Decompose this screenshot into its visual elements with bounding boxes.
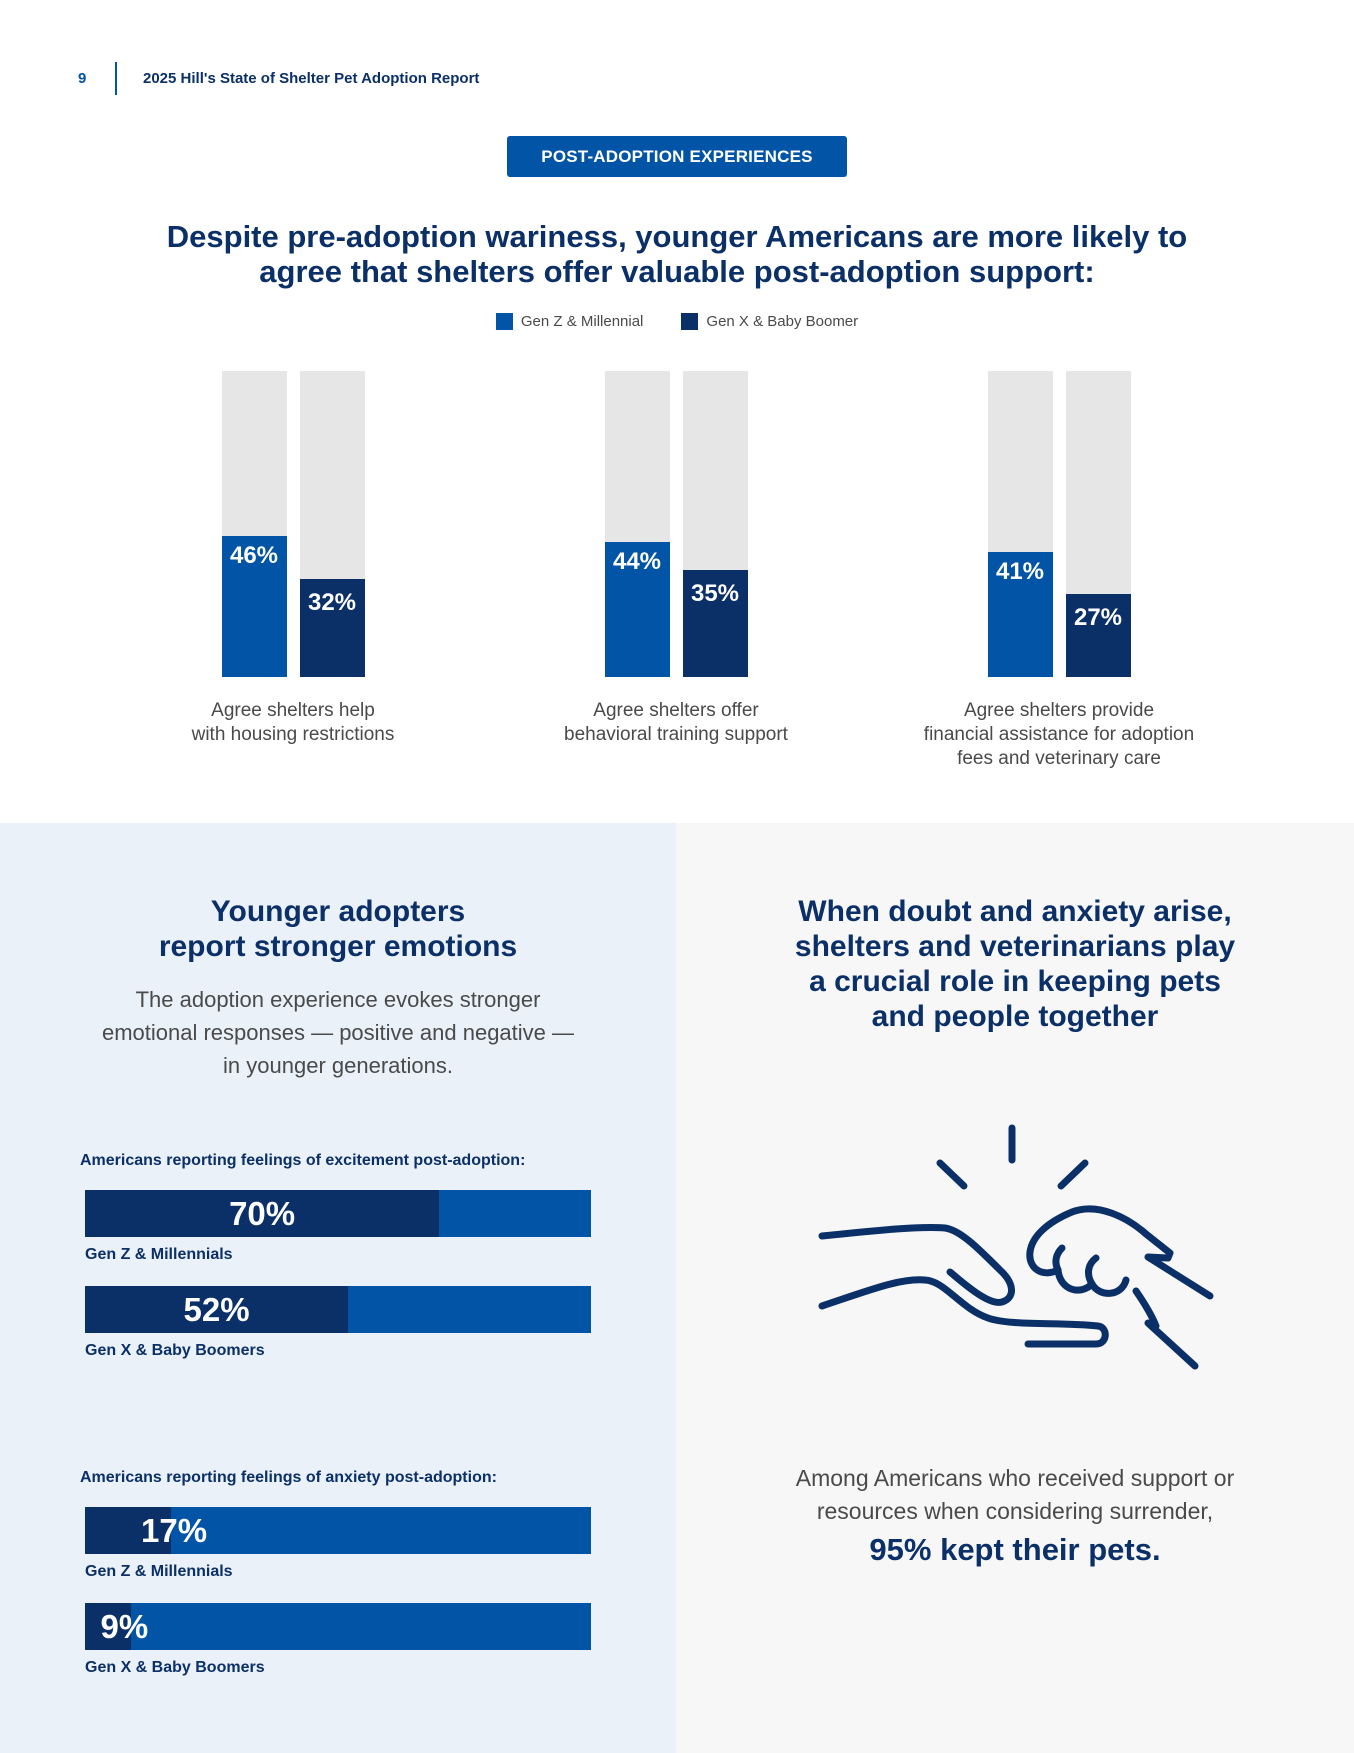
legend-label-gen-z: Gen Z & Millennial: [520, 313, 644, 330]
legend-item-gen-z: Gen Z & Millennial: [495, 313, 644, 330]
bar-track: 35%: [682, 371, 748, 677]
main-heading: Despite pre-adoption wariness, younger A…: [100, 219, 1254, 289]
anxiety-bar-value: 9%: [100, 1608, 149, 1645]
anxiety-bar-value: 17%: [141, 1512, 208, 1549]
bar-track: 46%: [221, 371, 287, 677]
left-heading-line-1: Younger adopters: [210, 895, 466, 928]
legend-swatch-gen-x: [681, 313, 699, 330]
right-heading-line-1: When doubt and anxiety arise,: [798, 895, 1232, 928]
right-panel: When doubt and anxiety arise, shelters a…: [676, 823, 1354, 1753]
category-label-line: fees and veterinary care: [957, 748, 1161, 769]
legend-swatch-gen-z: [495, 313, 513, 330]
header-divider: [115, 62, 117, 95]
bar-track: 32%: [299, 371, 365, 677]
excitement-bar-track: 70%: [85, 1190, 591, 1237]
bar-track: 44%: [604, 371, 670, 677]
bar-gen-z-1: 44%: [604, 542, 670, 677]
category-label-line: Agree shelters help: [211, 700, 375, 721]
category-label-line: Agree shelters offer: [593, 700, 759, 721]
bar-value-label: 35%: [690, 579, 740, 607]
excitement-bar-value: 52%: [183, 1291, 250, 1328]
bar-value-label: 32%: [307, 589, 357, 617]
excitement-bar-0: [85, 1190, 440, 1237]
bar-value-label: 27%: [1073, 604, 1123, 632]
anxiety-bar-caption: Gen X & Baby Boomers: [85, 1659, 265, 1676]
category-label: Agree shelters help with housing restrict…: [133, 699, 453, 747]
page-number: 9: [78, 70, 87, 87]
anxiety-bar-track: 17%: [85, 1507, 591, 1554]
excitement-bar-value: 70%: [229, 1195, 296, 1232]
hand-and-paw-icon: [818, 1124, 1214, 1370]
excitement-chart-title: Americans reporting feelings of exciteme…: [80, 1152, 526, 1169]
section-tag: POST-ADOPTION EXPERIENCES: [507, 136, 847, 177]
right-heading-line-2: shelters and veterinarians play: [794, 930, 1236, 963]
right-heading-line-4: and people together: [871, 1000, 1159, 1033]
bar-gen-z-2: 41%: [987, 551, 1053, 677]
right-heading-line-3: a crucial role in keeping pets: [809, 965, 1221, 998]
stat-text: Among Americans who received support or …: [676, 1462, 1354, 1528]
bar-track: 41%: [987, 371, 1053, 677]
anxiety-bar-1: [85, 1603, 131, 1650]
legend-label-gen-x: Gen X & Baby Boomer: [706, 313, 859, 330]
support-bar-chart: 46% 32% Agree shelters help with housing re…: [0, 371, 1354, 791]
category-label-line: behavioral training support: [564, 724, 788, 745]
anxiety-bar-caption: Gen Z & Millennials: [85, 1563, 233, 1580]
main-heading-line-1: Despite pre-adoption wariness, younger A…: [166, 219, 1188, 254]
stat-highlight: 95% kept their pets.: [869, 1532, 1161, 1567]
bar-gen-x-2: 27%: [1065, 594, 1131, 677]
bar-value-label: 41%: [995, 557, 1045, 585]
excitement-bar-track: 52%: [85, 1286, 591, 1333]
left-panel-heading: Younger adopters report stronger emotion…: [40, 894, 636, 964]
chart-legend: Gen Z & Millennial Gen X & Baby Boomer: [0, 313, 1354, 330]
bar-value-label: 46%: [229, 542, 279, 570]
main-heading-line-2: agree that shelters offer valuable post-…: [259, 254, 1095, 289]
bar-gen-z-0: 46%: [221, 536, 287, 677]
excitement-bar-1: [85, 1286, 349, 1333]
legend-item-gen-x: Gen X & Baby Boomer: [681, 313, 858, 330]
category-label: Agree shelters provide financial assistan…: [899, 699, 1219, 771]
anxiety-bar-track: 9%: [85, 1603, 591, 1650]
anxiety-chart-title: Americans reporting feelings of anxiety …: [80, 1469, 497, 1486]
report-title: 2025 Hill's State of Shelter Pet Adoptio…: [143, 70, 480, 87]
category-label-line: financial assistance for adoption: [923, 724, 1195, 745]
anxiety-bar-0: [85, 1507, 172, 1554]
excitement-bar-caption: Gen Z & Millennials: [85, 1246, 233, 1263]
stat-line-2: resources when considering surrender,: [816, 1498, 1214, 1524]
category-label: Agree shelters offer behavioral training …: [516, 699, 836, 747]
bar-gen-x-0: 32%: [299, 579, 365, 677]
left-body-line-1: The adoption experience evokes stronger: [135, 987, 541, 1012]
bar-track: 27%: [1065, 371, 1131, 677]
left-panel-body: The adoption experience evokes stronger …: [40, 983, 636, 1082]
right-panel-heading: When doubt and anxiety arise, shelters a…: [696, 894, 1334, 1034]
left-body-line-2: emotional responses — positive and negat…: [101, 1020, 575, 1045]
bar-gen-x-1: 35%: [682, 569, 748, 677]
bar-value-label: 44%: [612, 548, 662, 576]
left-body-line-3: in younger generations.: [223, 1053, 453, 1078]
category-label-line: Agree shelters provide: [963, 700, 1155, 721]
stat-line-1: Among Americans who received support or: [795, 1465, 1235, 1491]
category-label-line: with housing restrictions: [191, 724, 395, 745]
left-heading-line-2: report stronger emotions: [158, 930, 518, 963]
excitement-bar-caption: Gen X & Baby Boomers: [85, 1342, 265, 1359]
